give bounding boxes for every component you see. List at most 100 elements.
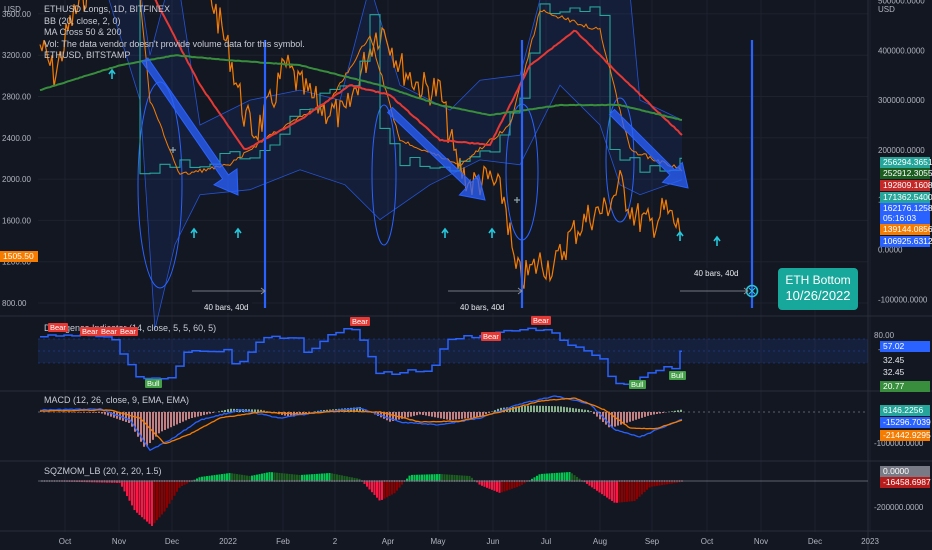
sqz-dot: [291, 480, 293, 482]
sqz-dot: [406, 480, 408, 482]
sqz-dot: [531, 480, 533, 482]
bull-signal-label: Bull: [145, 379, 162, 388]
sqz-dot: [511, 480, 513, 482]
sqz-dot: [431, 480, 433, 482]
trend-arrows: [108, 57, 721, 246]
sqz-dot: [348, 480, 351, 482]
sqz-dot: [658, 480, 661, 482]
sqz-dot: [483, 480, 486, 482]
sqz-dot: [436, 480, 438, 482]
sqz-dot: [138, 480, 141, 482]
sqz-dot: [548, 480, 551, 482]
sqz-dot: [503, 480, 506, 482]
sqz-dot: [103, 480, 106, 482]
measure-arrowhead: [517, 287, 523, 295]
sqz-dot: [68, 480, 71, 482]
bb-legend[interactable]: BB (20, close, 2, 0): [44, 15, 121, 26]
sqz-dot: [136, 480, 138, 482]
sqz-dot: [496, 480, 498, 482]
time-axis-label: Oct: [59, 537, 72, 546]
time-axis-label: 2: [333, 537, 338, 546]
compare-symbol-legend[interactable]: ETHUSD, BITSTAMP: [44, 50, 131, 60]
sqz-dot: [106, 480, 108, 482]
bar-measure-lines: [192, 287, 749, 295]
sqz-dot: [208, 480, 211, 482]
long-entry-arrow: [234, 227, 242, 238]
sqz-dot: [76, 480, 78, 482]
volume-legend[interactable]: Vol: The data vendor doesn't provide vol…: [44, 38, 305, 49]
bottom-target-cross: [748, 287, 756, 295]
sqz-dot: [193, 480, 196, 482]
callout-title: ETH Bottom: [785, 273, 851, 287]
sqz-dot: [316, 480, 318, 482]
long-entry-arrow: [441, 227, 449, 238]
sqz-dot: [226, 480, 228, 482]
symbol-title: ETHUSD Longs, 1D, BITFINEX: [44, 4, 171, 14]
time-axis-label: 2023: [861, 537, 879, 546]
ma-cross-legend[interactable]: MA Cross 50 & 200: [44, 27, 122, 37]
sqz-dot: [228, 480, 231, 482]
time-axis-label: Dec: [165, 537, 179, 546]
sqz-dot: [293, 480, 296, 482]
sqz-title[interactable]: SQZMOM_LB (20, 2, 20, 1.5): [44, 466, 162, 476]
bars-measure-label-1: 40 bars, 40d: [200, 302, 253, 313]
sqz-dot: [101, 480, 103, 482]
sqz-dot: [281, 480, 283, 482]
sqz-dot: [221, 480, 223, 482]
sqz-dot: [191, 480, 193, 482]
right-axis-badge: 252912.3055: [880, 168, 932, 179]
sqz-dot: [323, 480, 326, 482]
sqz-dot: [581, 480, 583, 482]
sqz-dot: [186, 480, 188, 482]
sqz-dot: [361, 480, 363, 482]
divergence-badge: 32.45: [880, 355, 930, 366]
sqz-dot: [661, 480, 663, 482]
right-axis-badge: 192809.1608: [880, 180, 932, 191]
sqz-dot: [633, 480, 636, 482]
callout-date: 10/26/2022: [785, 288, 851, 303]
sqz-dot: [671, 480, 673, 482]
sqz-dot: [321, 480, 323, 482]
macd-badge: 6146.2256: [880, 405, 930, 416]
long-entry-arrow: [676, 230, 684, 241]
sqz-dot: [596, 480, 598, 482]
sqz-dot: [573, 480, 576, 482]
macd-title[interactable]: MACD (12, 26, close, 9, EMA, EMA): [44, 395, 190, 405]
sqz-dot: [571, 480, 573, 482]
sqz-dot: [646, 480, 648, 482]
macd-line: [40, 395, 683, 452]
sqz-dot: [481, 480, 483, 482]
sqz-dot: [116, 480, 118, 482]
sqz-dot: [213, 480, 216, 482]
sqz-dot: [386, 480, 388, 482]
sqz-dot: [471, 480, 473, 482]
sqz-dot: [333, 480, 336, 482]
sqz-dot: [451, 480, 453, 482]
eth-bottom-callout[interactable]: ETH Bottom 10/26/2022: [778, 268, 858, 310]
sqz-dot: [156, 480, 158, 482]
trend-arrow-1: [141, 57, 239, 196]
left-axis-tick: 2000.00: [2, 175, 31, 184]
sqz-dot: [306, 480, 308, 482]
long-entry-arrow: [108, 68, 116, 79]
sqz-dot: [416, 480, 418, 482]
sqz-dot: [378, 480, 381, 482]
chart-header: ETHUSD Longs, 1D, BITFINEX BB (20, close…: [44, 4, 305, 62]
time-axis-label: Sep: [645, 537, 660, 546]
sqz-dot: [551, 480, 553, 482]
sqz-dot: [58, 480, 61, 482]
sqz-dot: [368, 480, 371, 482]
sqz-dot: [123, 480, 126, 482]
sqz-dot: [393, 480, 396, 482]
sqz-dot: [198, 480, 201, 482]
sqz-dot: [423, 480, 426, 482]
sqz-dot: [248, 480, 251, 482]
sqz-dot: [233, 480, 236, 482]
sqz-dot: [168, 480, 171, 482]
sqz-dot: [151, 480, 153, 482]
sqz-dot: [523, 480, 526, 482]
time-axis-label: Nov: [754, 537, 768, 546]
sqz-dot: [561, 480, 563, 482]
sqz-dot: [238, 480, 241, 482]
